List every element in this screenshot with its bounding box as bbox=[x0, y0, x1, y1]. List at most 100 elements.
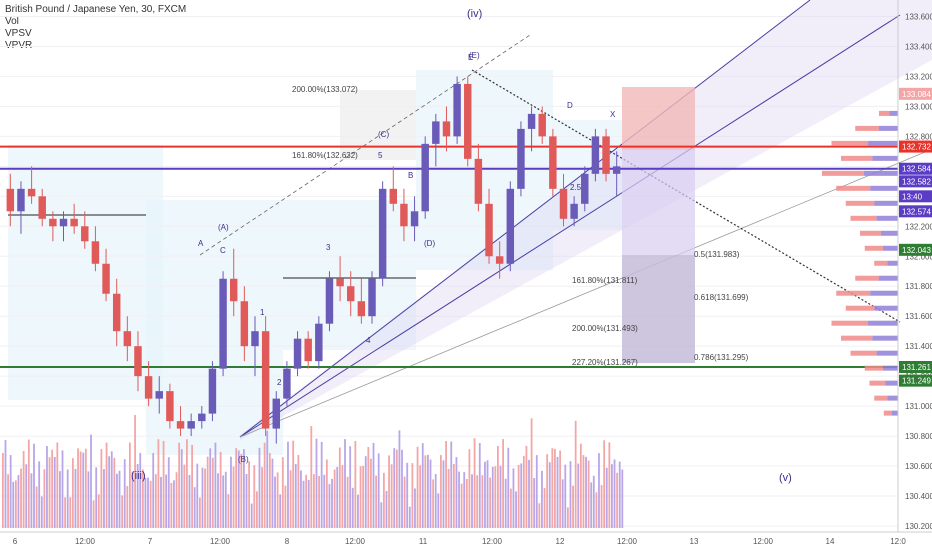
volume-bar bbox=[541, 470, 543, 528]
candle-body bbox=[166, 391, 174, 422]
wave-label: A bbox=[198, 239, 204, 248]
price-badge bbox=[899, 243, 932, 256]
volume-bar bbox=[27, 439, 30, 528]
volume-bar bbox=[551, 448, 554, 528]
vp-bar-sell bbox=[845, 305, 875, 311]
volume-bar bbox=[243, 449, 245, 528]
candle-body bbox=[38, 196, 46, 219]
volume-bar bbox=[209, 448, 212, 528]
vp-bar-buy bbox=[889, 110, 898, 116]
volume-bar bbox=[180, 449, 183, 528]
volume-bar bbox=[494, 466, 497, 528]
volume-bar bbox=[357, 494, 359, 528]
volume-bar bbox=[447, 468, 450, 528]
channel-fill bbox=[240, 0, 932, 440]
volume-bar bbox=[141, 469, 144, 528]
price-badge bbox=[899, 205, 932, 218]
volume-bar bbox=[338, 447, 341, 528]
volume-bar bbox=[512, 468, 515, 528]
price-badge bbox=[899, 162, 932, 175]
volume-bar bbox=[40, 496, 43, 528]
volume-bar bbox=[618, 461, 621, 528]
vp-bar-sell bbox=[850, 350, 877, 356]
volume-bar bbox=[572, 485, 574, 528]
volume-bar bbox=[546, 454, 549, 528]
volume-bar bbox=[372, 442, 375, 528]
session-box bbox=[416, 70, 553, 270]
indicator-vol[interactable]: Vol bbox=[5, 16, 19, 27]
x-tick-label: 6 bbox=[13, 537, 18, 546]
volume-bar bbox=[393, 448, 396, 528]
indicator-vpvr[interactable]: VPVR bbox=[5, 40, 33, 51]
volume-bar bbox=[121, 495, 124, 528]
y-tick-label: 132.200 bbox=[905, 222, 932, 231]
volume-bar bbox=[504, 478, 507, 528]
candle-body bbox=[612, 166, 621, 174]
volume-bar bbox=[227, 494, 230, 528]
volume-bar bbox=[20, 468, 22, 528]
volume-bar bbox=[261, 467, 263, 528]
price-badge-label: 131.261 bbox=[902, 363, 931, 372]
wave-label: 5 bbox=[378, 151, 383, 160]
volume-bar bbox=[370, 458, 372, 528]
volume-bar bbox=[442, 460, 445, 528]
volume-bar bbox=[274, 476, 276, 528]
volume-bar bbox=[206, 456, 209, 528]
candle-body bbox=[283, 368, 291, 399]
volume-bar bbox=[502, 439, 504, 528]
candle-body bbox=[410, 211, 419, 227]
candle-body bbox=[59, 218, 68, 227]
x-tick-label: 12:00 bbox=[75, 537, 96, 546]
volume-bar bbox=[533, 478, 536, 528]
vp-bar-buy bbox=[887, 395, 898, 401]
price-badge-label: 13:40 bbox=[902, 192, 923, 201]
price-badge-label: 132.043 bbox=[902, 246, 931, 255]
session-box bbox=[340, 90, 416, 160]
volume-bar bbox=[313, 474, 315, 528]
y-tick-label: 130.200 bbox=[905, 522, 932, 531]
vp-bar-buy bbox=[891, 410, 898, 416]
volume-bar bbox=[548, 462, 551, 528]
volume-bar bbox=[4, 440, 7, 528]
volume-bar bbox=[414, 488, 416, 528]
volume-bar bbox=[74, 468, 77, 528]
candle-body bbox=[112, 293, 121, 332]
volume-bar bbox=[157, 439, 160, 528]
volume-bar bbox=[51, 449, 54, 528]
candle-body bbox=[229, 278, 238, 302]
wave-label: 3 bbox=[326, 243, 331, 252]
volume-bar bbox=[362, 465, 365, 528]
candle-body bbox=[251, 331, 259, 347]
indicator-vpsv[interactable]: VPSV bbox=[5, 28, 32, 39]
volume-bar bbox=[139, 452, 142, 528]
y-tick-label: 133.200 bbox=[905, 72, 932, 81]
volume-bar bbox=[64, 497, 66, 528]
price-badge-label: 132.574 bbox=[902, 207, 931, 216]
volume-bar bbox=[310, 426, 313, 528]
target-box-gray bbox=[622, 255, 695, 363]
volume-bar bbox=[429, 459, 432, 528]
volume-bar bbox=[377, 453, 380, 528]
volume-bar bbox=[128, 442, 131, 528]
volume-bar bbox=[263, 442, 266, 528]
x-tick-label: 12:00 bbox=[210, 537, 231, 546]
vp-bar-buy bbox=[887, 260, 898, 266]
trend-line bbox=[239, 149, 931, 438]
volume-bar bbox=[525, 445, 528, 528]
volume-bar bbox=[90, 434, 92, 528]
wave-label: C bbox=[220, 246, 226, 255]
volume-bar bbox=[178, 442, 181, 528]
vp-bar-sell bbox=[822, 170, 864, 176]
volume-bar bbox=[323, 474, 326, 528]
volume-bar bbox=[336, 466, 339, 528]
volume-bar bbox=[59, 471, 61, 528]
volume-bar bbox=[556, 456, 559, 528]
y-tick-label: 130.800 bbox=[905, 432, 932, 441]
volume-bar bbox=[22, 451, 25, 528]
volume-bar bbox=[611, 464, 613, 528]
volume-bar bbox=[103, 469, 105, 528]
volume-bar bbox=[302, 480, 305, 528]
candle-body bbox=[442, 121, 451, 137]
